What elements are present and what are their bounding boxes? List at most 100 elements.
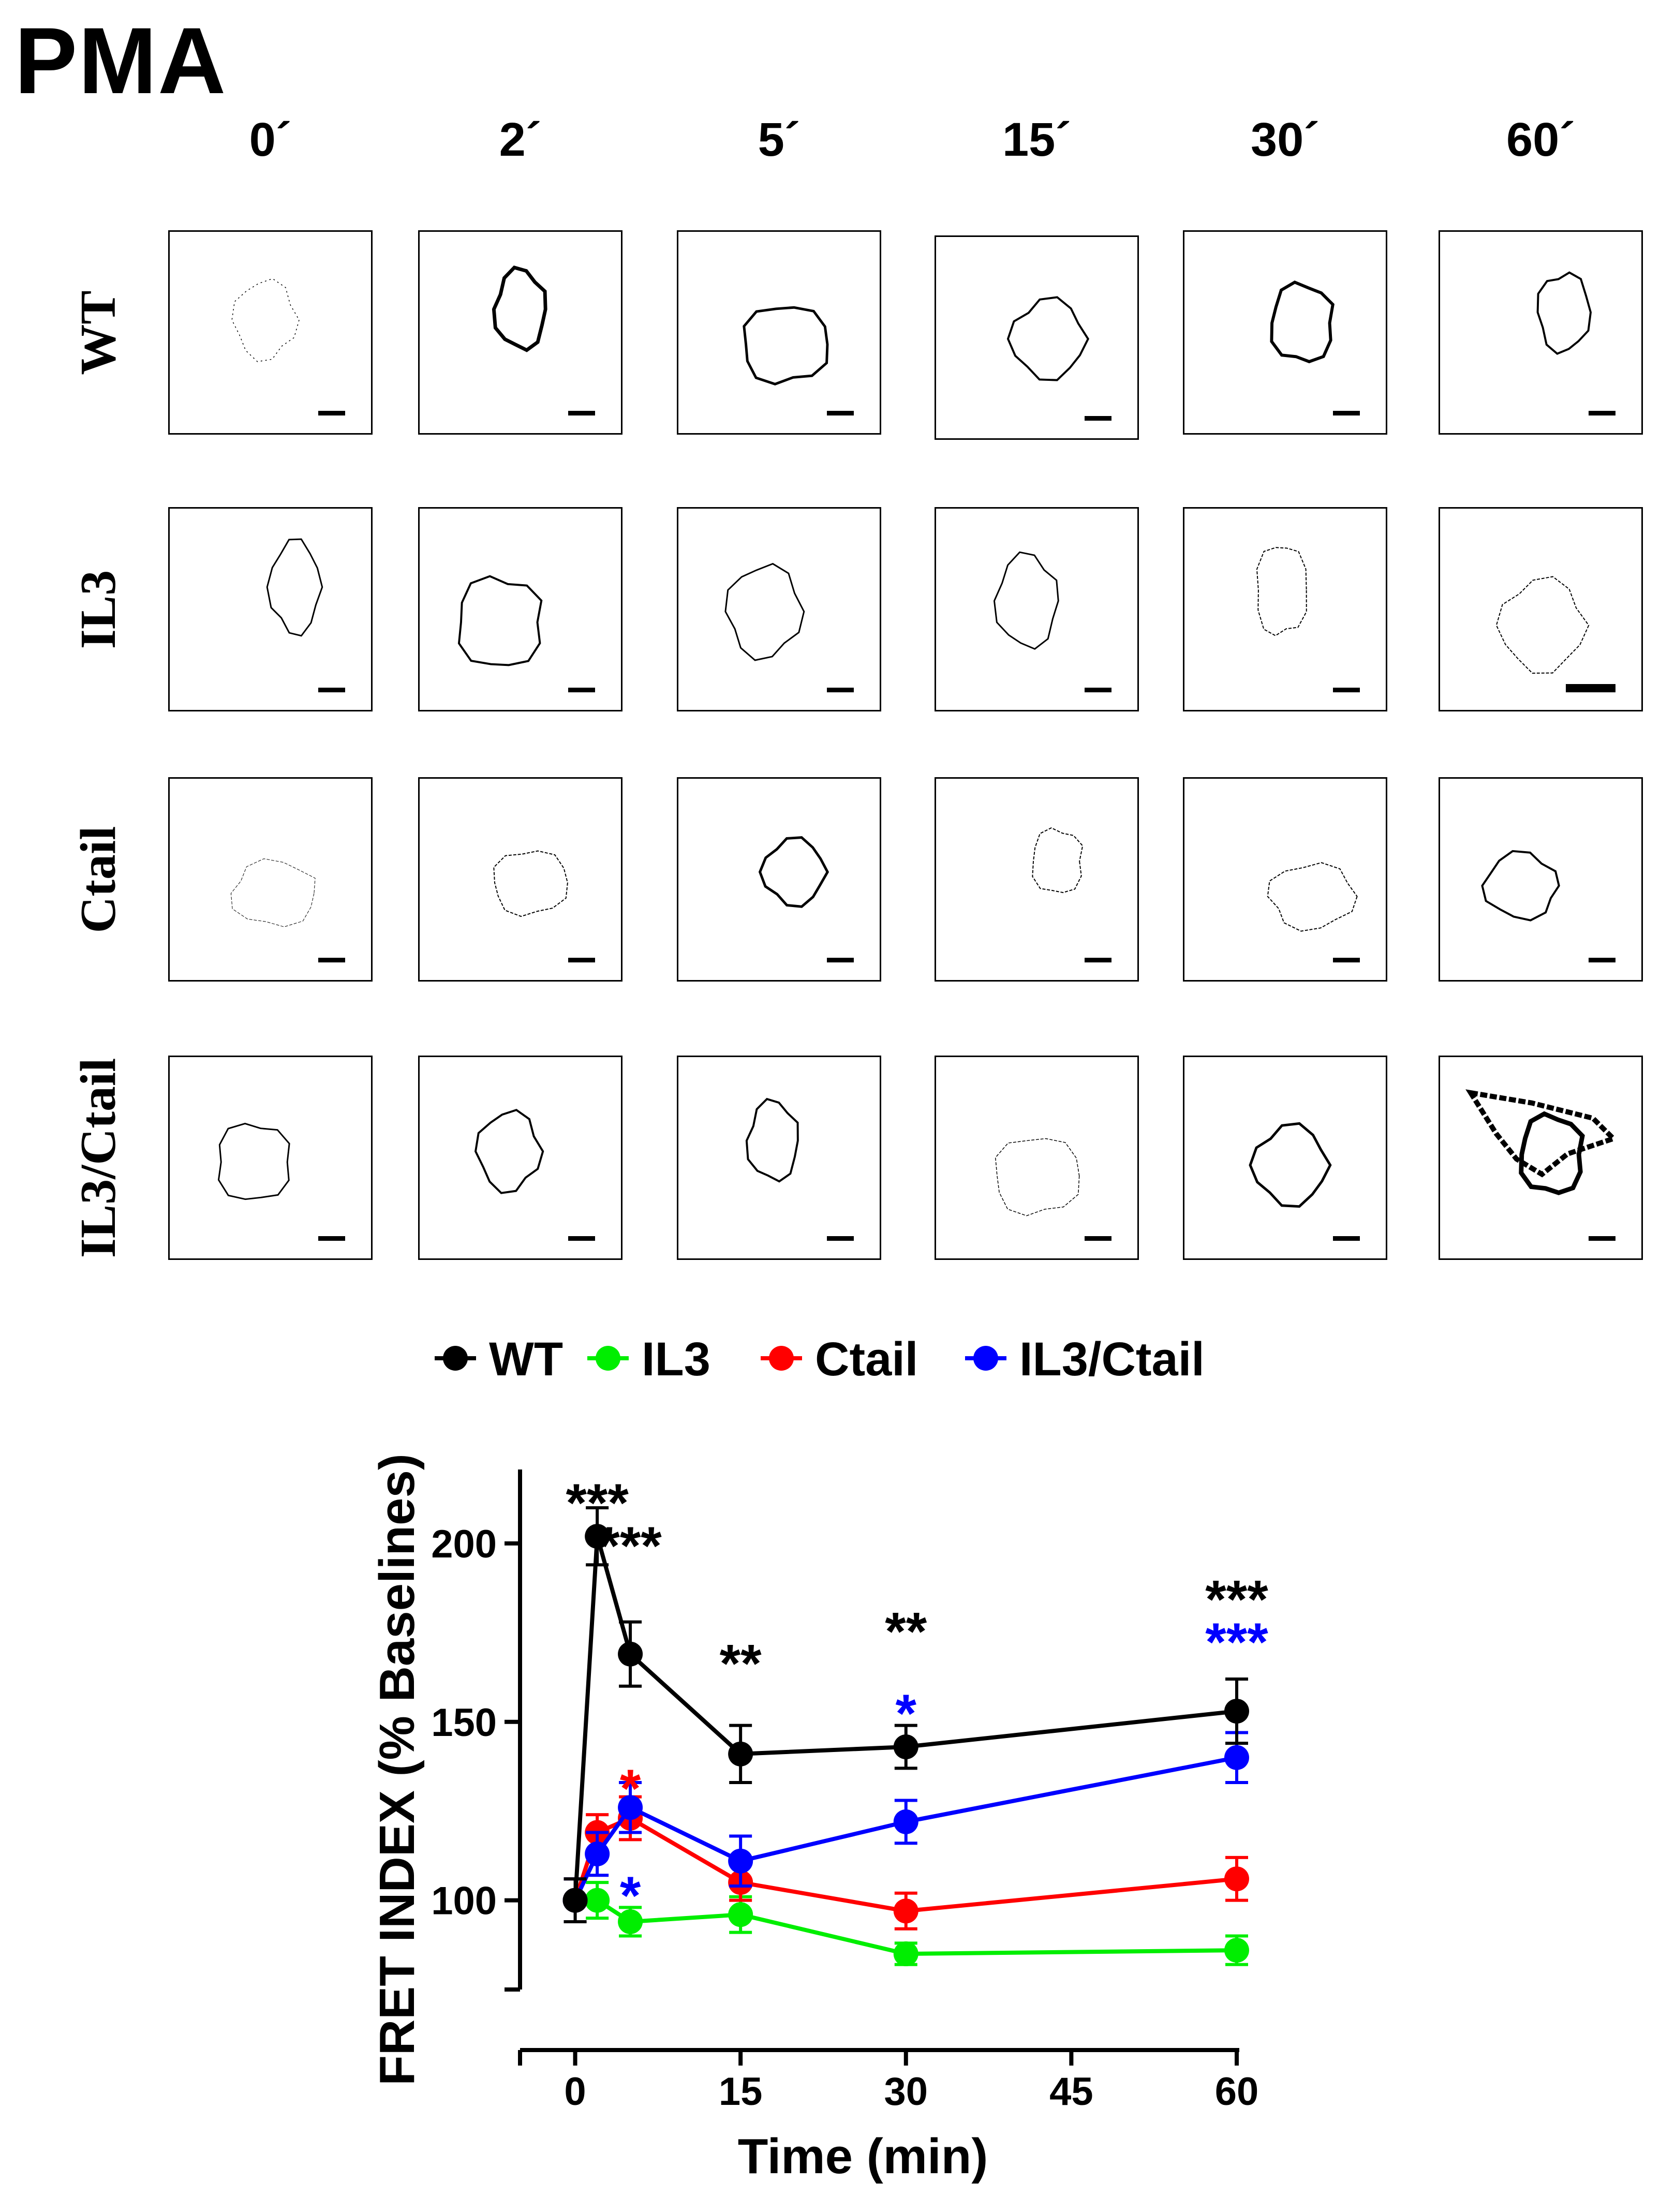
legend-label-ctail: Ctail <box>815 1333 918 1386</box>
micrograph-ctail-5 <box>1439 777 1643 982</box>
point-wt-30 <box>893 1734 918 1760</box>
time-label-2: 5´ <box>758 113 801 166</box>
micrograph-wt-4 <box>1183 230 1387 435</box>
cell-outline-image <box>995 1138 1080 1216</box>
scale-bar <box>1085 958 1111 962</box>
significance-mark-8: * <box>620 1866 641 1926</box>
legend-label-il3: IL3 <box>642 1333 710 1386</box>
scale-bar <box>827 688 854 692</box>
micrograph-il3-ctail-1 <box>418 1056 622 1260</box>
cell-outline-image <box>231 278 300 362</box>
time-label-0: 0´ <box>249 113 292 166</box>
significance-mark-4: * <box>896 1684 917 1744</box>
significance-mark-3: ** <box>885 1601 927 1661</box>
scale-bar <box>827 958 854 962</box>
micrograph-ctail-4 <box>1183 777 1387 982</box>
cell-outline-image <box>1249 1122 1332 1208</box>
micrograph-wt-1 <box>418 230 622 435</box>
cell-outline-image <box>217 1122 290 1200</box>
legend-marker-wt <box>443 1346 468 1371</box>
cell-outline-image <box>745 1097 799 1183</box>
y-tick-label-100: 100 <box>431 1879 497 1923</box>
point-il3-ctail-60 <box>1224 1745 1249 1770</box>
point-wt-2 <box>585 1524 610 1549</box>
scale-bar <box>318 411 345 415</box>
point-wt-0 <box>562 1888 588 1913</box>
scale-bar <box>827 411 854 415</box>
scale-bar <box>1589 411 1615 415</box>
cell-outline-image <box>1267 862 1358 932</box>
point-wt-5 <box>618 1641 643 1667</box>
micrograph-il3-0 <box>168 507 373 711</box>
cell-outline-image <box>457 575 543 666</box>
scale-bar <box>568 688 595 692</box>
scale-bar <box>827 1236 854 1241</box>
point-il3-60 <box>1224 1938 1249 1963</box>
micrograph-ctail-1 <box>418 777 622 982</box>
micrograph-ctail-2 <box>677 777 881 982</box>
cell-outline-image <box>492 265 547 352</box>
micrograph-il3-4 <box>1183 507 1387 711</box>
micrograph-il3-2 <box>677 507 881 711</box>
micrograph-il3-1 <box>418 507 622 711</box>
time-label-5: 60´ <box>1506 113 1575 166</box>
cell-outline-image <box>1270 280 1335 364</box>
cell-outline-image <box>1481 850 1560 922</box>
cell-outline-image <box>758 836 829 908</box>
series-line-wt <box>573 1536 1237 1901</box>
x-tick-label-45: 45 <box>1049 2070 1093 2114</box>
scale-bar <box>1085 416 1111 421</box>
point-wt-60 <box>1224 1699 1249 1724</box>
cell-outline-image <box>266 538 323 637</box>
cell-outline-image <box>474 1108 544 1194</box>
scale-bar <box>318 1236 345 1241</box>
point-ctail-60 <box>1224 1866 1249 1892</box>
legend-marker-il3-ctail <box>973 1346 998 1371</box>
micrograph-il3-3 <box>935 507 1139 711</box>
scale-bar <box>568 1236 595 1241</box>
cell-outline-image <box>493 850 568 917</box>
significance-mark-7: * <box>620 1759 641 1819</box>
micrograph-wt-3 <box>935 235 1139 440</box>
x-axis-title: Time (min) <box>738 2129 988 2184</box>
x-tick-label-60: 60 <box>1215 2070 1259 2114</box>
significance-mark-1: *** <box>599 1516 662 1576</box>
cell-outline-image <box>230 858 316 927</box>
scale-bar <box>318 958 345 962</box>
micrograph-ctail-3 <box>935 777 1139 982</box>
y-axis-title: FRET INDEX (% Baselines) <box>369 1453 425 2086</box>
point-il3-ctail-5 <box>618 1795 643 1820</box>
cell-outline-image <box>743 306 829 385</box>
x-tick-label-0: 0 <box>564 2070 586 2114</box>
scale-bar <box>1333 688 1360 692</box>
point-il3-30 <box>893 1941 918 1967</box>
micrograph-wt-0 <box>168 230 373 435</box>
point-il3-ctail-30 <box>893 1809 918 1834</box>
cell-outline-image <box>1536 271 1592 355</box>
point-il3-5 <box>618 1909 643 1934</box>
figure-title: PMA <box>14 8 227 113</box>
significance-mark-0: *** <box>566 1473 629 1533</box>
cell-outline-image <box>1256 547 1307 636</box>
y-tick-label-150: 150 <box>431 1701 497 1745</box>
cell-outline-image <box>1032 827 1084 894</box>
micrograph-il3-ctail-3 <box>935 1056 1139 1260</box>
scale-bar <box>1566 684 1615 692</box>
cell-outline-image <box>1495 576 1590 674</box>
x-tick-label-30: 30 <box>884 2070 928 2114</box>
micrograph-il3-5 <box>1439 507 1643 711</box>
scale-bar <box>1085 1236 1111 1241</box>
cell-outline-image <box>1006 296 1090 381</box>
micrograph-ctail-0 <box>168 777 373 982</box>
significance-mark-5: *** <box>1205 1569 1268 1629</box>
cell-outline-image <box>993 551 1059 650</box>
legend-label-wt: WT <box>489 1333 563 1386</box>
micrograph-wt-2 <box>677 230 881 435</box>
scale-bar <box>1333 411 1360 415</box>
scale-bar <box>1589 958 1615 962</box>
scale-bar <box>1333 958 1360 962</box>
significance-mark-2: ** <box>720 1634 762 1694</box>
micrograph-il3-ctail-0 <box>168 1056 373 1260</box>
legend-marker-il3 <box>596 1346 620 1371</box>
